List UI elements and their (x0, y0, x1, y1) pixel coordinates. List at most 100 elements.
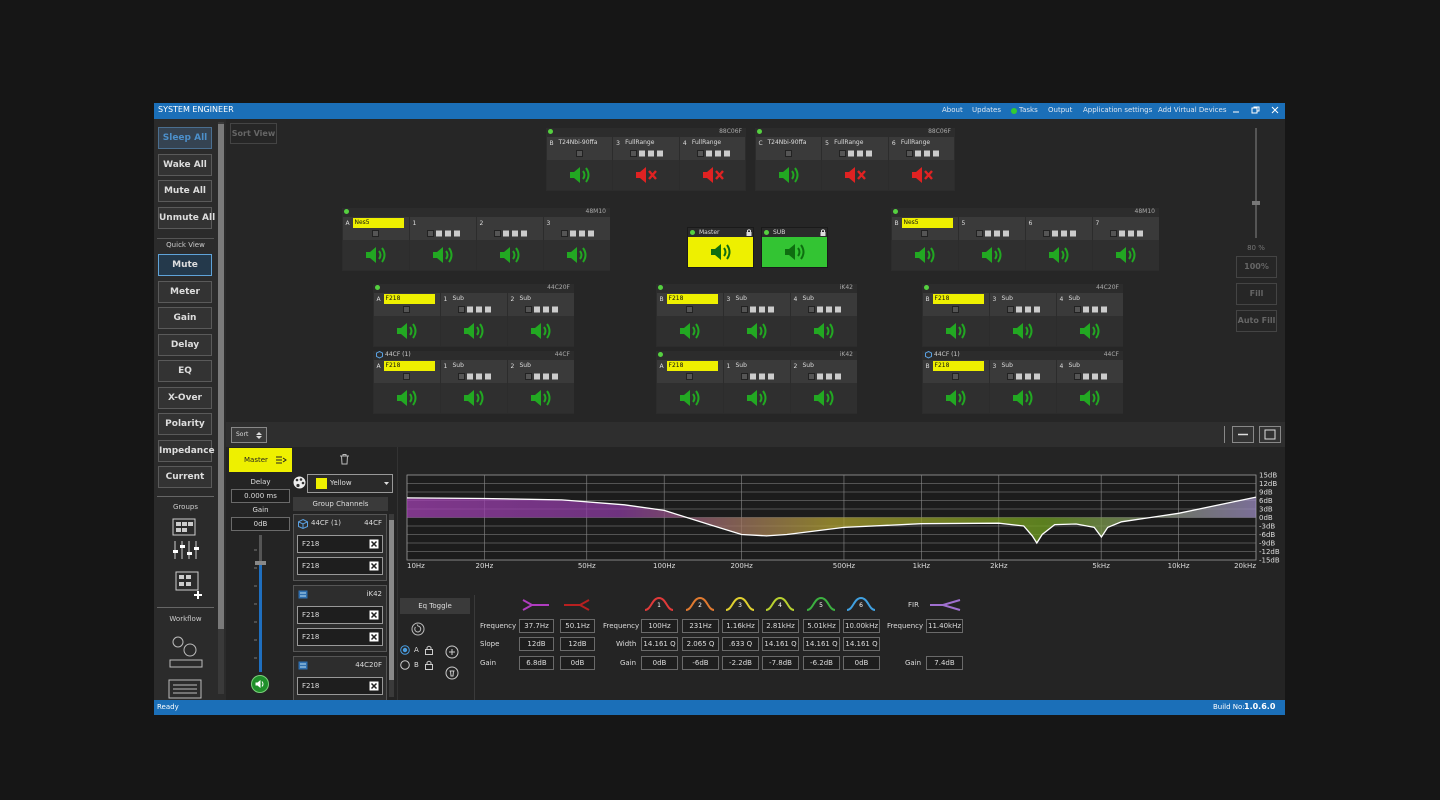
speaker[interactable] (945, 321, 967, 341)
channel-checkbox[interactable] (372, 230, 379, 237)
channel-checkbox[interactable] (686, 373, 693, 380)
channel-tools[interactable] (808, 306, 842, 313)
channel-tools[interactable] (839, 150, 873, 157)
filter-value[interactable]: 37.7Hz (519, 619, 554, 633)
channel-cell[interactable]: 1 (409, 217, 476, 270)
band-value[interactable]: -6dB (682, 656, 719, 670)
channel-cell[interactable]: B F218 (922, 360, 989, 413)
maximize-panel[interactable] (1259, 426, 1281, 443)
remove-channel[interactable] (369, 539, 379, 549)
filter-value[interactable]: 6.8dB (519, 656, 554, 670)
band-value[interactable]: 100Hz (641, 619, 678, 633)
close-button[interactable] (1271, 106, 1279, 114)
speaker[interactable] (710, 242, 732, 262)
band-value[interactable]: 10.00kHz (843, 619, 880, 633)
band-icon[interactable] (685, 596, 715, 612)
quick-view-button[interactable]: Mute (158, 254, 212, 276)
channel-checkbox[interactable] (921, 230, 928, 237)
delay-value[interactable]: 0.000 ms (231, 489, 290, 503)
action-button[interactable]: Sleep All (158, 127, 212, 149)
low-pass-icon[interactable] (563, 598, 591, 612)
speaker[interactable] (365, 245, 387, 265)
device-panel[interactable]: 44CF (1) 44CF A F218 1 Sub 2 Sub (373, 350, 574, 414)
band-value[interactable]: -6.2dB (803, 656, 840, 670)
channel-cell[interactable]: 4 Sub (1056, 293, 1123, 346)
speaker[interactable] (1115, 245, 1137, 265)
speaker[interactable] (396, 321, 418, 341)
lock-icon[interactable] (425, 660, 433, 670)
channel-cell[interactable]: 2 Sub (790, 360, 857, 413)
channel-tools[interactable] (1074, 306, 1108, 313)
muted-speaker[interactable] (911, 165, 934, 185)
menu-item[interactable]: Application settings (1083, 106, 1153, 114)
speaker[interactable] (499, 245, 521, 265)
action-button[interactable]: Unmute All (158, 206, 215, 229)
channel-tools[interactable] (1110, 230, 1144, 237)
lock-icon[interactable] (425, 645, 433, 655)
faders-icon[interactable] (171, 540, 201, 560)
band-value[interactable]: 2.81kHz (762, 619, 799, 633)
channel-tools[interactable] (427, 230, 461, 237)
device-panel[interactable]: 44CF (1) 44CF B F218 3 Sub 4 Sub (922, 350, 1123, 414)
channel-tools[interactable] (741, 306, 775, 313)
speaker[interactable] (463, 321, 485, 341)
add-group-icon[interactable] (170, 568, 206, 600)
device-panel[interactable]: 44C20F A F218 1 Sub 2 Sub (373, 284, 574, 347)
menu-item[interactable]: Add Virtual Devices (1158, 106, 1227, 114)
speaker[interactable] (1048, 245, 1070, 265)
high-pass-icon[interactable] (522, 598, 550, 612)
channel-cell[interactable]: 6 FullRange (888, 137, 955, 190)
group-mute-button[interactable] (251, 675, 269, 693)
menu-item[interactable]: Updates (972, 106, 1001, 114)
band-value[interactable]: .633 Q (722, 637, 759, 651)
quick-view-button[interactable]: Meter (158, 280, 212, 303)
channel-cell[interactable]: B F218 (922, 293, 989, 346)
action-button[interactable]: Wake All (158, 153, 212, 176)
channel-tools[interactable] (630, 150, 664, 157)
menu-item[interactable]: About (942, 106, 963, 114)
channel-cell[interactable]: A F218 (373, 293, 440, 346)
band-value[interactable]: 1.16kHz (722, 619, 759, 633)
band-icon[interactable] (806, 596, 836, 612)
preset-radio[interactable] (400, 645, 410, 655)
speaker[interactable] (1012, 388, 1034, 408)
channel-cell[interactable]: 7 (1092, 217, 1159, 270)
channel-cell[interactable]: 2 Sub (507, 293, 574, 346)
band-value[interactable]: 231Hz (682, 619, 719, 633)
channel-cell[interactable]: 3 Sub (989, 293, 1056, 346)
channel-cell[interactable]: 3 FullRange (613, 137, 679, 190)
filter-value[interactable]: 12dB (519, 637, 554, 651)
group-channel-card[interactable]: 44CF (1) 44CF F218 F218 (293, 514, 387, 581)
channel-cell[interactable]: 4 Sub (1056, 360, 1123, 413)
channel-cell[interactable]: B F218 (656, 293, 723, 346)
band-value[interactable]: 0dB (641, 656, 678, 670)
remove-channel[interactable] (369, 561, 379, 571)
quick-view-button[interactable]: Current (158, 466, 212, 488)
channel-cell[interactable]: 4 Sub (790, 293, 857, 346)
channel-cell[interactable]: 6 (1025, 217, 1092, 270)
channel-tools[interactable] (1007, 373, 1041, 380)
quick-view-button[interactable]: Polarity (158, 413, 212, 435)
band-value[interactable]: 2.065 Q (682, 637, 719, 651)
device-panel[interactable]: 48M10 B Nes5 5 6 7 (891, 208, 1159, 271)
speaker[interactable] (530, 321, 552, 341)
band-value[interactable]: 5.01kHz (803, 619, 840, 633)
channel-cell[interactable]: 3 Sub (723, 293, 790, 346)
channel-cell[interactable]: A Nes5 (342, 217, 409, 270)
delete-group[interactable] (340, 454, 349, 465)
channel-cell[interactable]: 5 (958, 217, 1025, 270)
device-panel[interactable]: iK42 B F218 3 Sub 4 Sub (656, 284, 857, 347)
quick-view-button[interactable]: Gain (158, 307, 212, 329)
speaker[interactable] (784, 242, 806, 262)
band-value[interactable]: 14.161 Q (843, 637, 880, 651)
quick-view-button[interactable]: Impedance (158, 439, 215, 462)
speaker[interactable] (746, 321, 768, 341)
reset-eq[interactable] (411, 622, 425, 636)
channel-checkbox[interactable] (575, 150, 583, 157)
gain-value[interactable]: 0dB (231, 517, 290, 531)
speaker[interactable] (1012, 321, 1034, 341)
restore-button[interactable] (1251, 106, 1260, 114)
speaker[interactable] (914, 245, 936, 265)
device-panel[interactable]: 48M10 A Nes5 1 2 3 (342, 208, 610, 271)
channel-cell[interactable]: C T24Nbi-90ffa (755, 137, 822, 190)
